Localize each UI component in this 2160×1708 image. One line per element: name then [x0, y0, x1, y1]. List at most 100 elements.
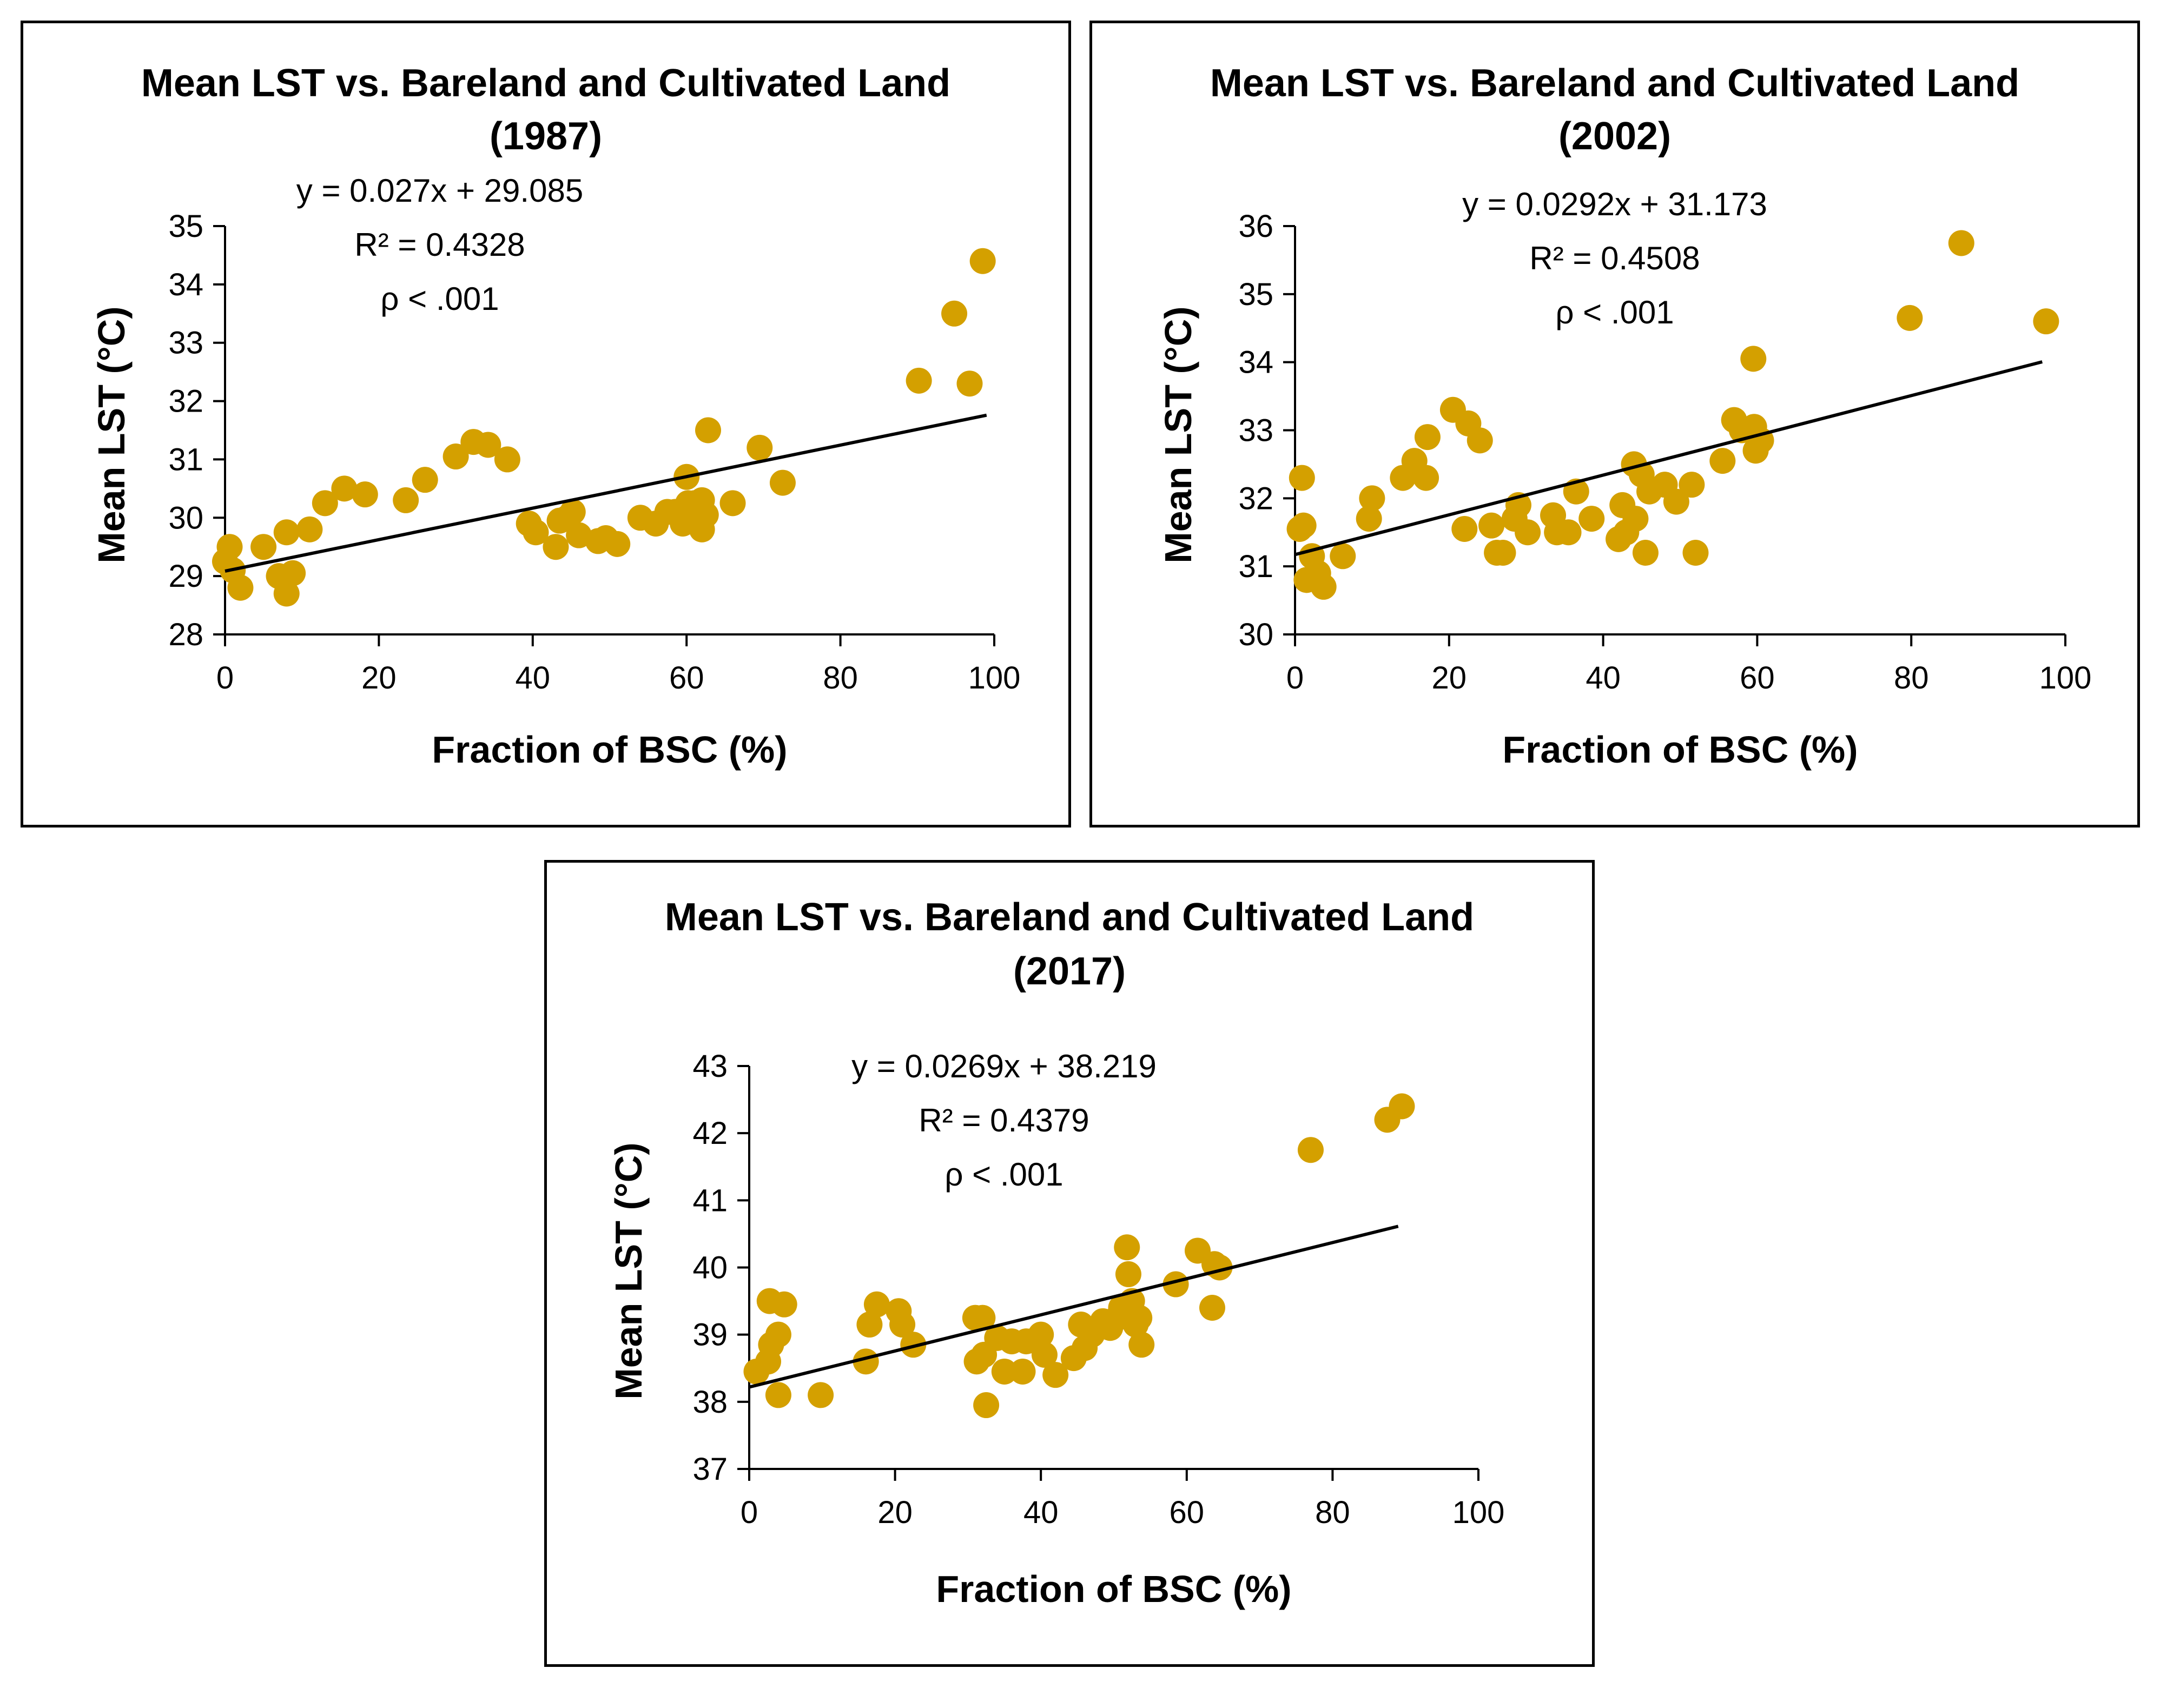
data-point: [1031, 1341, 1058, 1368]
data-point: [1663, 488, 1689, 515]
r-squared-label: R² = 0.4379: [919, 1102, 1089, 1138]
data-point: [1009, 1358, 1036, 1385]
data-point: [604, 531, 631, 557]
data-point: [1632, 540, 1659, 566]
data-point: [969, 1305, 996, 1331]
data-point: [1356, 506, 1382, 532]
data-point: [889, 1312, 916, 1338]
regression-equation: y = 0.0269x + 38.219: [851, 1048, 1157, 1084]
y-tick-label: 32: [1238, 481, 1273, 516]
data-point: [1114, 1234, 1140, 1261]
data-point: [747, 434, 773, 461]
chart-subtitle: (2002): [1558, 115, 1671, 158]
regression-equation: y = 0.0292x + 31.173: [1462, 186, 1767, 222]
data-point: [1897, 304, 1923, 331]
data-point: [273, 519, 300, 546]
data-point: [1740, 346, 1767, 372]
data-point: [559, 499, 586, 525]
data-point: [412, 467, 438, 493]
data-point: [1478, 512, 1505, 539]
x-tick-label: 100: [1452, 1495, 1505, 1530]
y-tick-label: 36: [1238, 209, 1273, 244]
data-point: [442, 443, 469, 470]
chart-panel-2002: Mean LST vs. Bareland and Cultivated Lan…: [1089, 21, 2140, 827]
data-point: [1622, 506, 1649, 532]
data-point: [695, 417, 722, 443]
x-tick-label: 60: [1170, 1495, 1205, 1530]
y-tick-label: 33: [168, 326, 203, 361]
data-point: [250, 534, 277, 560]
data-point: [1290, 512, 1317, 539]
data-point: [1679, 472, 1705, 498]
data-point: [1297, 1137, 1324, 1163]
y-tick-label: 39: [692, 1318, 728, 1353]
x-tick-label: 40: [516, 660, 551, 696]
y-tick-label: 35: [1238, 277, 1273, 312]
data-point: [769, 469, 796, 496]
data-point: [1115, 1261, 1141, 1287]
chart-title: Mean LST vs. Bareland and Cultivated Lan…: [1210, 62, 2019, 105]
x-tick-label: 40: [1586, 660, 1621, 696]
y-tick-label: 30: [168, 500, 203, 535]
data-point: [523, 519, 549, 546]
data-point: [494, 446, 520, 473]
x-tick-label: 60: [1740, 660, 1775, 696]
trendline: [749, 1224, 1399, 1389]
data-point: [1028, 1321, 1054, 1348]
x-tick-label: 60: [669, 660, 704, 696]
y-tick-label: 31: [1238, 549, 1273, 584]
data-point: [1413, 465, 1439, 491]
p-value-label: ρ < .001: [380, 281, 499, 317]
x-tick-label: 100: [2039, 660, 2092, 696]
data-point: [956, 370, 983, 397]
chart-svg: Mean LST vs. Bareland and Cultivated Lan…: [1157, 62, 2092, 771]
data-point: [273, 580, 300, 607]
y-tick-label: 34: [168, 267, 203, 302]
data-point: [900, 1332, 927, 1358]
data-point: [719, 490, 746, 517]
x-axis-title: Fraction of BSC (%): [936, 1568, 1291, 1610]
x-axis-title: Fraction of BSC (%): [1502, 729, 1858, 771]
data-point: [296, 516, 323, 542]
data-point: [331, 475, 358, 502]
data-point: [771, 1291, 797, 1318]
data-point: [765, 1382, 791, 1408]
trendline: [1294, 360, 2043, 557]
data-point: [808, 1382, 834, 1408]
chart-panel-1987: Mean LST vs. Bareland and Cultivated Lan…: [21, 21, 1071, 827]
data-point: [1206, 1254, 1233, 1281]
x-tick-label: 20: [1432, 660, 1467, 696]
y-tick-label: 30: [1238, 617, 1273, 652]
p-value-label: ρ < .001: [1555, 294, 1674, 330]
y-tick-label: 29: [168, 559, 203, 594]
y-axis-title: Mean LST (°C): [1157, 306, 1199, 563]
data-point: [1515, 519, 1541, 546]
data-point: [863, 1291, 890, 1318]
y-tick-label: 42: [692, 1116, 728, 1151]
y-tick-label: 34: [1238, 345, 1273, 380]
data-point: [216, 534, 243, 560]
data-point: [1451, 515, 1478, 542]
data-point: [1289, 465, 1315, 491]
data-point: [991, 1358, 1018, 1385]
data-point: [1199, 1295, 1225, 1321]
data-point: [543, 534, 569, 560]
y-axis-title: Mean LST (°C): [90, 306, 133, 563]
y-tick-label: 28: [168, 617, 203, 652]
y-tick-label: 33: [1238, 413, 1273, 448]
x-tick-label: 0: [1286, 660, 1304, 696]
data-point: [1126, 1305, 1153, 1331]
r-squared-label: R² = 0.4508: [1529, 240, 1700, 276]
data-point: [856, 1312, 883, 1338]
data-point: [1948, 230, 1974, 256]
r-squared-label: R² = 0.4328: [354, 227, 525, 263]
x-tick-label: 40: [1023, 1495, 1059, 1530]
data-point: [1578, 506, 1605, 532]
data-point: [227, 574, 254, 601]
data-point: [1490, 540, 1516, 566]
data-point: [1359, 485, 1385, 512]
x-tick-label: 80: [1315, 1495, 1350, 1530]
data-point: [1709, 448, 1736, 474]
data-point: [1310, 573, 1337, 600]
regression-equation: y = 0.027x + 29.085: [296, 173, 583, 209]
